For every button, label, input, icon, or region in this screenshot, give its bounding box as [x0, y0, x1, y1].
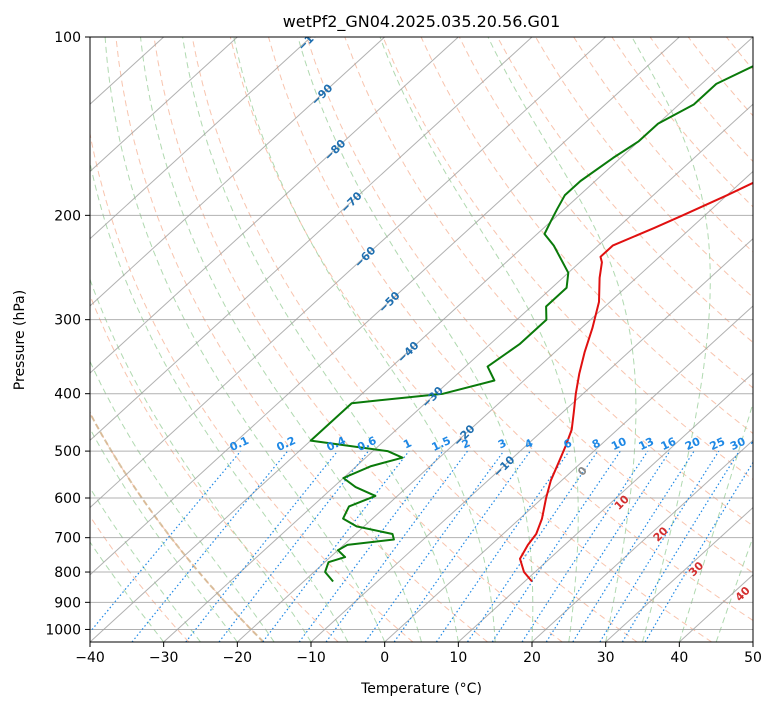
moist-adiabat [631, 37, 711, 642]
mixing-ratio-line [572, 450, 695, 642]
y-tick-label: 800 [54, 565, 81, 581]
moist-adiabat [140, 37, 422, 642]
isotherm-line [236, 170, 753, 642]
isotherm-line [90, 37, 386, 307]
mixing-ratio-line [185, 450, 339, 642]
mixing-ratio-line [325, 450, 468, 642]
mixing-ratio-label: 10 [609, 435, 629, 453]
y-tick-label: 900 [54, 595, 81, 611]
mixing-ratio-label: 16 [659, 435, 679, 453]
dry-adiabat [90, 131, 414, 642]
mixing-ratio-line [364, 450, 505, 642]
mixing-ratio-line [621, 450, 740, 642]
mixing-ratio-line [298, 450, 444, 642]
moist-adiabat [233, 37, 496, 642]
x-axis: −40 −30 −20 −10 0 10 20 30 40 50 [75, 642, 762, 666]
background-lines [90, 37, 775, 642]
mixing-ratio-line [466, 450, 599, 642]
mixing-ratio-line [545, 450, 671, 642]
moist-adiabat [379, 37, 579, 642]
moist-adiabat [90, 541, 165, 642]
x-tick-label: −30 [149, 650, 179, 666]
moist-adiabat [297, 37, 534, 642]
isotherm-line [90, 37, 533, 442]
isotherm-line [90, 37, 312, 240]
y-tick-label: 400 [54, 387, 81, 403]
x-axis-label: Temperature (°C) [360, 681, 482, 697]
y-axis-label: Pressure (hPa) [12, 290, 28, 390]
dry-adiabat [153, 37, 563, 642]
isotherm-line [384, 305, 753, 642]
mixing-ratio-line [435, 450, 570, 642]
moist-adiabat [90, 360, 275, 642]
isotherm-line [605, 506, 753, 642]
moist-adiabat [678, 401, 753, 642]
moist-adiabat [90, 160, 349, 642]
y-tick-label: 500 [54, 444, 81, 460]
mixing-ratio-line [521, 450, 649, 642]
moist-adiabat [182, 37, 459, 642]
profile-lines [309, 65, 753, 583]
mixing-ratio-line [491, 450, 621, 642]
y-axis: 100 200 300 400 500 600 700 800 900 1000 [45, 30, 90, 638]
dry-adiabat [268, 37, 753, 622]
moist-adiabat [104, 37, 386, 642]
x-tick-label: 40 [670, 650, 688, 666]
dewpoint-profile [309, 65, 753, 583]
dry-adiabat [535, 37, 753, 298]
isotherm-line [752, 641, 753, 642]
x-tick-label: −10 [296, 650, 326, 666]
y-tick-label: 300 [54, 313, 81, 329]
temperature-profile [519, 181, 753, 583]
dry-adiabat [765, 37, 775, 642]
isotherm-line [90, 37, 238, 173]
mixing-ratio-label: 20 [683, 435, 703, 453]
x-tick-label: 0 [380, 650, 389, 666]
mixing-ratio-line [393, 450, 531, 642]
isotherm-line [531, 439, 753, 642]
y-tick-label: 1000 [45, 622, 81, 638]
x-tick-label: 20 [523, 650, 541, 666]
plot-frame [89, 36, 754, 643]
dry-adiabat [306, 37, 753, 574]
mixing-ratio-label: 30 [728, 435, 748, 453]
isotherm-line [90, 37, 680, 576]
moist-adiabat [90, 487, 201, 642]
isotherm-line [163, 103, 753, 642]
y-tick-label: 600 [54, 491, 81, 507]
moist-adiabat [487, 37, 637, 642]
moist-adiabat [90, 427, 238, 642]
mixing-ratio-label: 36 [749, 435, 769, 453]
dry-adiabat [90, 515, 190, 642]
isotherm-line [457, 372, 753, 642]
isotherm-line [90, 37, 459, 374]
mixing-ratio-line [262, 450, 410, 642]
y-tick-label: 700 [54, 531, 81, 547]
x-tick-label: −20 [223, 650, 253, 666]
mixing-ratio-label: 13 [637, 435, 656, 453]
y-tick-label: 100 [54, 30, 81, 46]
chart-title: wetPf2_GN04.2025.035.20.56.G01 [283, 12, 561, 32]
x-tick-label: −40 [75, 650, 105, 666]
y-tick-label: 200 [54, 208, 81, 224]
x-tick-label: 50 [744, 650, 762, 666]
dry-adiabat [382, 37, 753, 481]
x-tick-label: 10 [449, 650, 467, 666]
x-tick-label: 30 [597, 650, 615, 666]
moist-adiabat [715, 535, 753, 642]
mixing-ratio-line [131, 450, 289, 642]
isotherm-line [90, 37, 607, 509]
dry-adiabat-reference [90, 411, 265, 642]
mixing-ratio-line [90, 450, 242, 633]
isotherm-line [310, 237, 753, 642]
mixing-ratio-label: 25 [708, 435, 727, 453]
dry-adiabat [191, 37, 638, 642]
dry-adiabat [496, 37, 753, 344]
dry-adiabat [115, 37, 488, 642]
